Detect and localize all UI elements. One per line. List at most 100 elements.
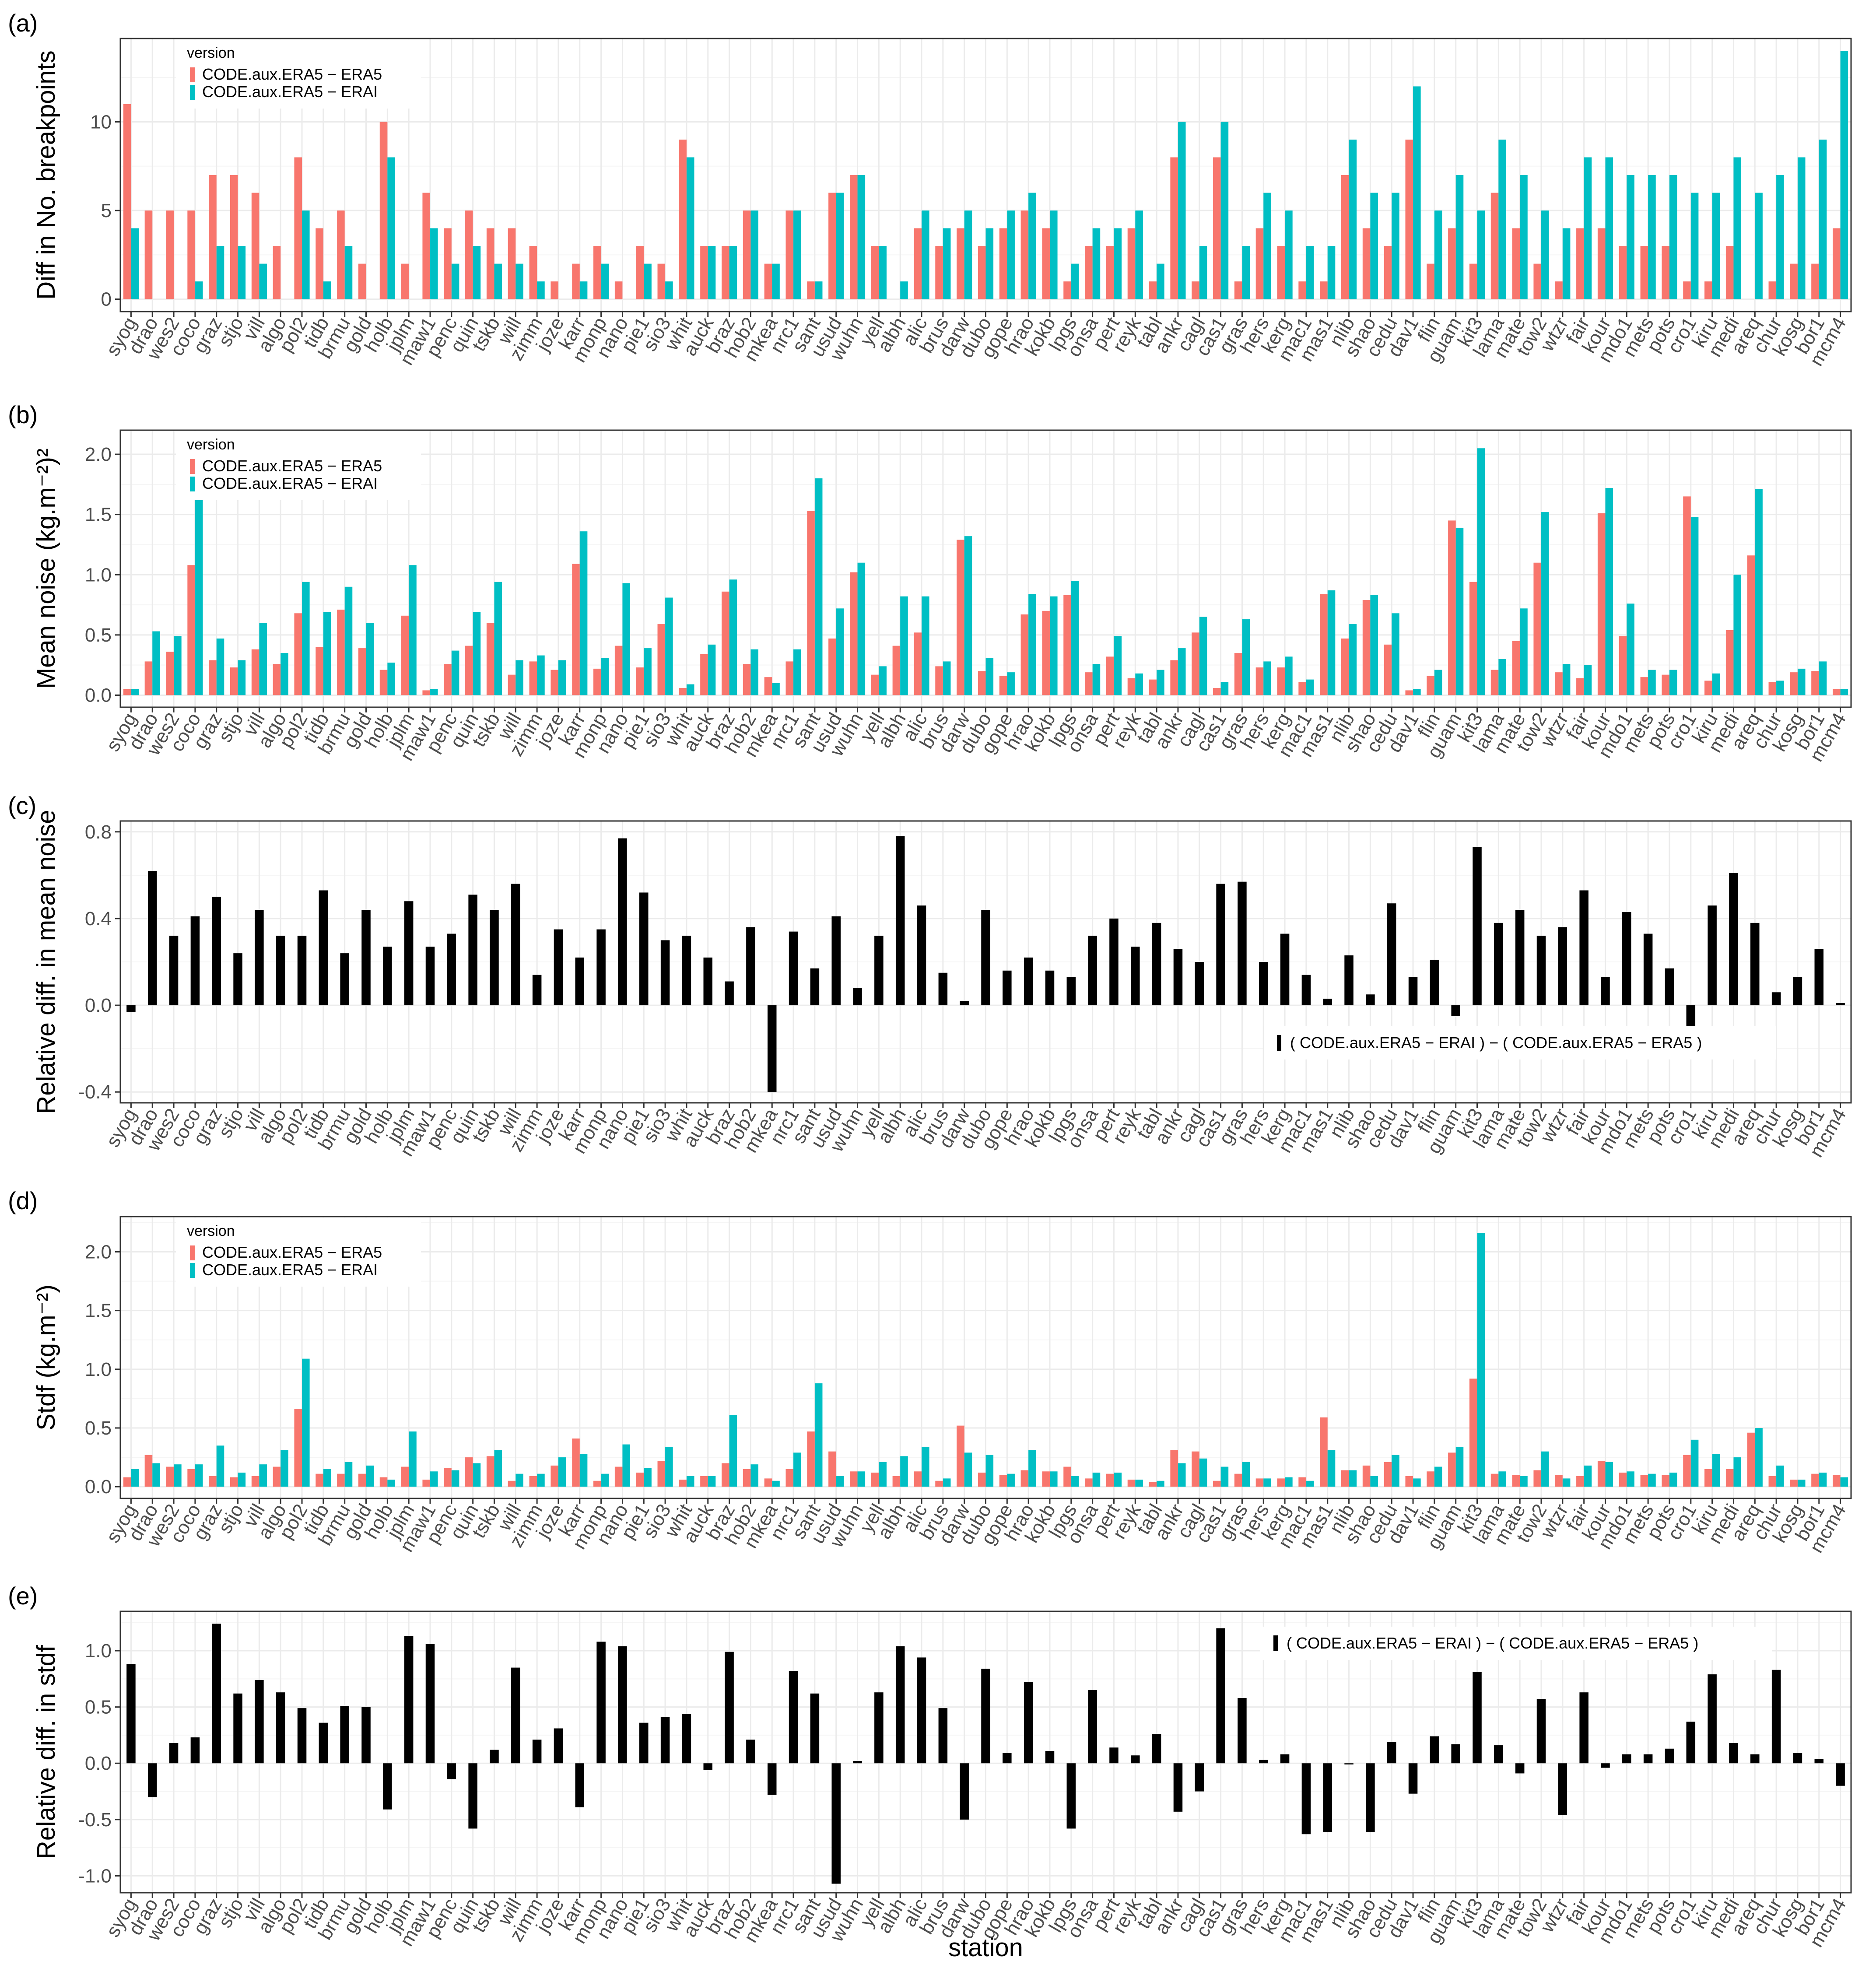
bar-b-s1-gold bbox=[366, 623, 374, 695]
legend-key bbox=[1277, 1035, 1281, 1051]
bar-d-s1-pots bbox=[1669, 1472, 1677, 1487]
bar-a-s0-bor1 bbox=[1811, 263, 1819, 299]
bar-d-s1-jplm bbox=[409, 1431, 417, 1487]
bar-d-s0-pol2 bbox=[294, 1409, 302, 1487]
bar-b-s1-syog bbox=[131, 689, 139, 695]
bar-d-s0-alic bbox=[914, 1471, 922, 1487]
legend-key bbox=[190, 459, 195, 474]
bar-a-s0-sio3 bbox=[657, 263, 666, 299]
bar-e-s0-penc bbox=[447, 1763, 456, 1779]
bar-a-s0-jplm bbox=[401, 263, 409, 299]
bar-b-s0-tabl bbox=[1149, 679, 1157, 695]
bar-d-s1-bor1 bbox=[1819, 1472, 1827, 1487]
bar-c-s0-kokb bbox=[1045, 970, 1055, 1006]
y-axis-title: Relative diff. in mean noise bbox=[32, 810, 60, 1114]
bar-b-s0-gras bbox=[1234, 653, 1242, 695]
bar-d-s1-penc bbox=[451, 1470, 459, 1487]
bar-a-s1-mkea bbox=[772, 263, 780, 299]
bar-b-s0-flin bbox=[1427, 676, 1434, 695]
bar-b-s1-cro1 bbox=[1690, 517, 1699, 695]
bar-d-s1-cro1 bbox=[1690, 1439, 1699, 1487]
bar-e-s0-lama bbox=[1494, 1745, 1503, 1764]
bar-b-s1-nlib bbox=[1349, 624, 1357, 695]
legend-key bbox=[1273, 1635, 1278, 1651]
bar-c-s0-nrc1 bbox=[789, 931, 798, 1006]
bar-e-s0-bor1 bbox=[1814, 1758, 1824, 1764]
bar-e-s0-dav1 bbox=[1408, 1763, 1418, 1794]
bar-d-s1-nano bbox=[622, 1444, 631, 1487]
bar-e-s0-mac1 bbox=[1301, 1763, 1311, 1835]
bar-d-s0-cro1 bbox=[1683, 1455, 1691, 1487]
bar-b-s1-whit bbox=[686, 684, 694, 695]
bar-a-s1-sio3 bbox=[665, 281, 673, 299]
bar-e-s0-stjo bbox=[233, 1693, 242, 1764]
bar-d-s0-kit3 bbox=[1469, 1379, 1477, 1487]
bar-b-s0-penc bbox=[444, 663, 452, 695]
bar-d-s1-whit bbox=[686, 1476, 694, 1487]
bar-c-s0-algo bbox=[276, 936, 285, 1006]
bar-c-s0-nlib bbox=[1344, 955, 1354, 1006]
bar-c-s0-pots bbox=[1665, 968, 1674, 1006]
bar-d-s0-mac1 bbox=[1298, 1477, 1306, 1487]
bar-b-s0-hers bbox=[1255, 667, 1264, 695]
bar-c-s0-gras bbox=[1238, 881, 1247, 1006]
bar-a-s0-vill bbox=[251, 193, 259, 299]
bar-d-s0-braz bbox=[722, 1463, 729, 1487]
bar-a-s1-mcm4 bbox=[1840, 51, 1848, 299]
bar-a-s1-tskb bbox=[494, 263, 502, 299]
bar-a-s1-reyk bbox=[1135, 210, 1143, 299]
bar-c-s0-holb bbox=[383, 947, 392, 1006]
bar-b-s1-sant bbox=[814, 478, 823, 695]
bar-d-s1-will bbox=[515, 1473, 523, 1487]
bar-b-s1-monp bbox=[601, 658, 609, 695]
bar-a-s1-mdo1 bbox=[1627, 175, 1634, 299]
y-tick-label: 0.5 bbox=[85, 1697, 112, 1718]
bar-e-s0-kit3 bbox=[1473, 1672, 1482, 1764]
bar-b-s0-darw bbox=[957, 540, 964, 695]
bar-d-s1-gras bbox=[1242, 1462, 1250, 1487]
bar-d-s0-kokb bbox=[1042, 1471, 1050, 1487]
bar-b-s0-tskb bbox=[486, 623, 494, 695]
bar-b-s0-hrao bbox=[1020, 614, 1029, 695]
bar-d-s1-graz bbox=[216, 1445, 224, 1487]
bar-d-s0-albh bbox=[892, 1476, 901, 1487]
bar-a-s0-tabl bbox=[1149, 281, 1157, 299]
bar-e-s0-algo bbox=[276, 1692, 285, 1764]
bar-a-s0-mkea bbox=[764, 263, 772, 299]
bar-b-s0-usud bbox=[828, 638, 836, 695]
bar-c-s0-maw1 bbox=[425, 947, 435, 1006]
bar-a-s1-areq bbox=[1755, 193, 1763, 299]
bar-b-s0-brmu bbox=[337, 610, 345, 695]
bar-d-s0-syog bbox=[123, 1477, 131, 1487]
bar-c-s0-zimm bbox=[532, 975, 542, 1006]
bar-c-s0-graz bbox=[212, 897, 221, 1006]
bar-c-s0-chur bbox=[1771, 992, 1781, 1006]
legend-box bbox=[1264, 1026, 1776, 1059]
bar-b-s0-kosg bbox=[1790, 672, 1798, 695]
bar-b-s1-drao bbox=[152, 631, 160, 695]
bar-a-s0-pert bbox=[1106, 246, 1114, 299]
y-tick-label: 10 bbox=[90, 111, 112, 133]
bar-d-s1-shao bbox=[1370, 1476, 1378, 1487]
bar-c-s0-brmu bbox=[340, 953, 349, 1006]
bar-d-s1-tidb bbox=[323, 1469, 331, 1487]
bar-c-s0-mdo1 bbox=[1622, 912, 1631, 1006]
bar-d-s0-wuhn bbox=[849, 1471, 858, 1487]
bar-e-s0-usud bbox=[831, 1763, 841, 1884]
bar-a-s0-quin bbox=[465, 210, 473, 299]
bar-c-s0-joze bbox=[554, 929, 563, 1006]
bar-d-s0-nano bbox=[614, 1466, 623, 1487]
bar-b-s1-mets bbox=[1648, 670, 1656, 695]
bar-d-s1-dubo bbox=[985, 1455, 994, 1487]
bar-d-s1-braz bbox=[729, 1415, 737, 1487]
bar-e-s0-tabl bbox=[1152, 1734, 1161, 1764]
legend-title: version bbox=[187, 1223, 235, 1239]
bar-e-s0-areq bbox=[1750, 1754, 1760, 1764]
bar-d-s1-zimm bbox=[537, 1473, 545, 1487]
bar-a-s0-monp bbox=[593, 246, 601, 299]
bar-a-s0-whit bbox=[679, 139, 687, 299]
bar-b-s0-pots bbox=[1662, 674, 1669, 695]
bar-a-s0-kit3 bbox=[1469, 263, 1477, 299]
bar-b-s0-kiru bbox=[1704, 681, 1712, 695]
bar-b-s0-algo bbox=[273, 663, 281, 695]
